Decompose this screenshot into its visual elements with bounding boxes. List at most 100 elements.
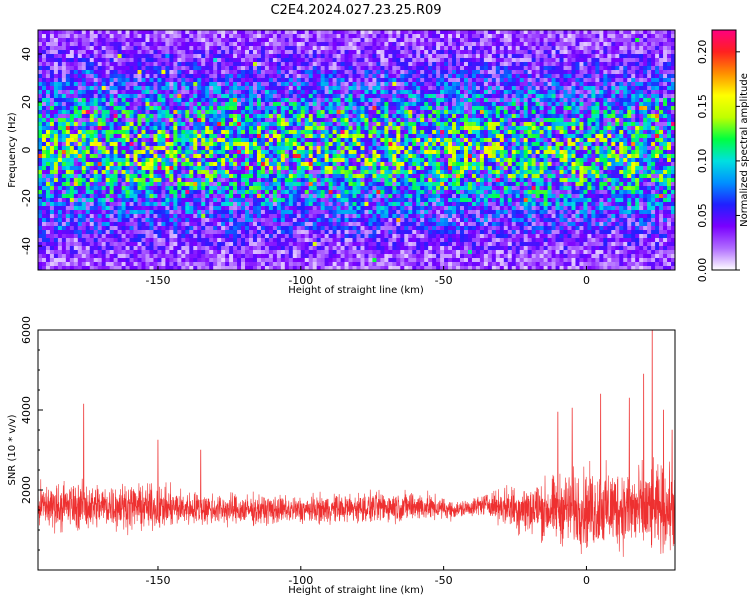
spectrogram-cell — [356, 110, 361, 115]
spectrogram-cell — [113, 46, 118, 51]
spectrogram-cell — [316, 126, 321, 131]
spectrogram-cell — [201, 90, 206, 95]
spectrogram-cell — [141, 118, 146, 123]
spectrogram-cell — [312, 206, 317, 211]
spectrogram-cell — [344, 130, 349, 135]
spectrogram-cell — [268, 250, 274, 255]
spectrogram-cell — [241, 258, 246, 263]
spectrogram-cell — [348, 150, 353, 155]
spectrogram-cell — [85, 38, 91, 43]
spectrogram-cell — [69, 34, 75, 39]
spectrogram-cell — [81, 258, 87, 263]
spectrogram-cell — [173, 130, 178, 135]
spectrogram-cell — [225, 174, 230, 179]
spectrogram-cell — [61, 222, 67, 227]
spectrogram-cell — [225, 62, 230, 67]
spectrogram-cell — [368, 62, 373, 67]
spectrogram-cell — [129, 62, 134, 67]
spectrogram-cell — [113, 106, 118, 111]
spectrogram-cell — [165, 202, 170, 207]
spectrogram-cell — [53, 154, 59, 159]
spectrogram-cell — [241, 182, 246, 187]
spectrogram-cell — [344, 62, 349, 67]
spectrogram-cell — [209, 178, 214, 183]
spectrogram-cell — [165, 94, 170, 99]
spectrogram-cell — [53, 134, 59, 139]
spectrogram-cell — [288, 150, 294, 155]
spectrogram-cell — [61, 122, 67, 127]
spectrogram-cell — [344, 110, 349, 115]
spectrogram-cell — [38, 238, 43, 243]
spectrogram-cell — [41, 266, 47, 270]
spectrogram-cell — [272, 74, 278, 79]
spectrogram-cell — [272, 190, 278, 195]
spectrogram-cell — [256, 94, 262, 99]
spectrogram-cell — [189, 186, 194, 191]
spectrogram-cell — [213, 122, 218, 127]
spectrogram-cell — [268, 238, 274, 243]
spectrogram-cell — [181, 138, 186, 143]
spectrogram-cell — [304, 242, 310, 247]
spectrogram-cell — [316, 222, 321, 227]
spectrogram-cell — [205, 82, 210, 87]
spectrogram-cell — [73, 118, 79, 123]
spectrogram-cell — [304, 130, 310, 135]
spectrogram-cell — [165, 210, 170, 215]
spectrogram-cell — [209, 134, 214, 139]
spectrogram-cell — [73, 190, 79, 195]
spectrogram-cell — [65, 250, 71, 255]
spectrogram-cell — [320, 106, 325, 111]
spectrogram-cell — [201, 166, 206, 171]
spectrogram-cell — [336, 210, 341, 215]
spectrogram-cell — [45, 98, 51, 103]
spectrogram-cell — [65, 154, 71, 159]
spectrogram-cell — [344, 258, 349, 263]
spectrogram-cell — [264, 174, 270, 179]
spectrogram-cell — [53, 166, 59, 171]
spectrogram-cell — [61, 202, 67, 207]
spectrogram-cell — [93, 118, 99, 123]
spectrogram-cell — [169, 134, 174, 139]
spectrogram-cell — [157, 126, 162, 131]
spectrogram-cell — [276, 114, 282, 119]
spectrogram-cell — [344, 70, 349, 75]
spectrogram-cell — [141, 262, 146, 267]
spectrogram-cell — [292, 78, 298, 83]
spectrogram-cell — [233, 146, 238, 151]
spectrogram-cell — [364, 214, 369, 219]
spectrogram-cell — [324, 254, 329, 259]
spectrogram-cell — [149, 218, 154, 223]
spectrogram-cell — [304, 210, 310, 215]
spectrogram-cell — [256, 58, 262, 63]
spectrogram-cell — [61, 262, 67, 267]
spectrogram-cell — [137, 154, 142, 159]
spectrogram-cell — [312, 142, 317, 147]
spectrogram-cell — [125, 62, 130, 67]
spectrogram-cell — [149, 170, 154, 175]
spectrogram-cell — [237, 262, 242, 267]
spectrogram-cell — [121, 146, 126, 151]
spectrogram-cell — [368, 86, 373, 91]
spectrogram-cell — [213, 90, 218, 95]
spectrogram-cell — [125, 246, 130, 251]
spectrogram-cell — [69, 222, 75, 227]
spectrogram-cell — [153, 166, 158, 171]
spectrogram-cell — [121, 114, 126, 119]
spectrogram-cell — [41, 218, 47, 223]
spectrogram-cell — [173, 218, 178, 223]
spectrogram-cell — [276, 266, 282, 270]
spectrogram-cell — [85, 258, 91, 263]
spectrogram-cell — [252, 198, 258, 203]
spectrogram-cell — [209, 110, 214, 115]
spectrogram-cell — [241, 234, 246, 239]
spectrogram-cell — [221, 82, 226, 87]
spectrogram-cell — [197, 178, 202, 183]
spectrogram-cell — [49, 230, 55, 235]
spectrogram-cell — [193, 194, 198, 199]
spectrogram-cell — [300, 222, 306, 227]
spectrogram-cell — [89, 130, 95, 135]
spectrogram-cell — [153, 142, 158, 147]
spectrogram-cell — [320, 130, 325, 135]
spectrogram-cell — [201, 126, 206, 131]
spectrogram-cell — [153, 186, 158, 191]
